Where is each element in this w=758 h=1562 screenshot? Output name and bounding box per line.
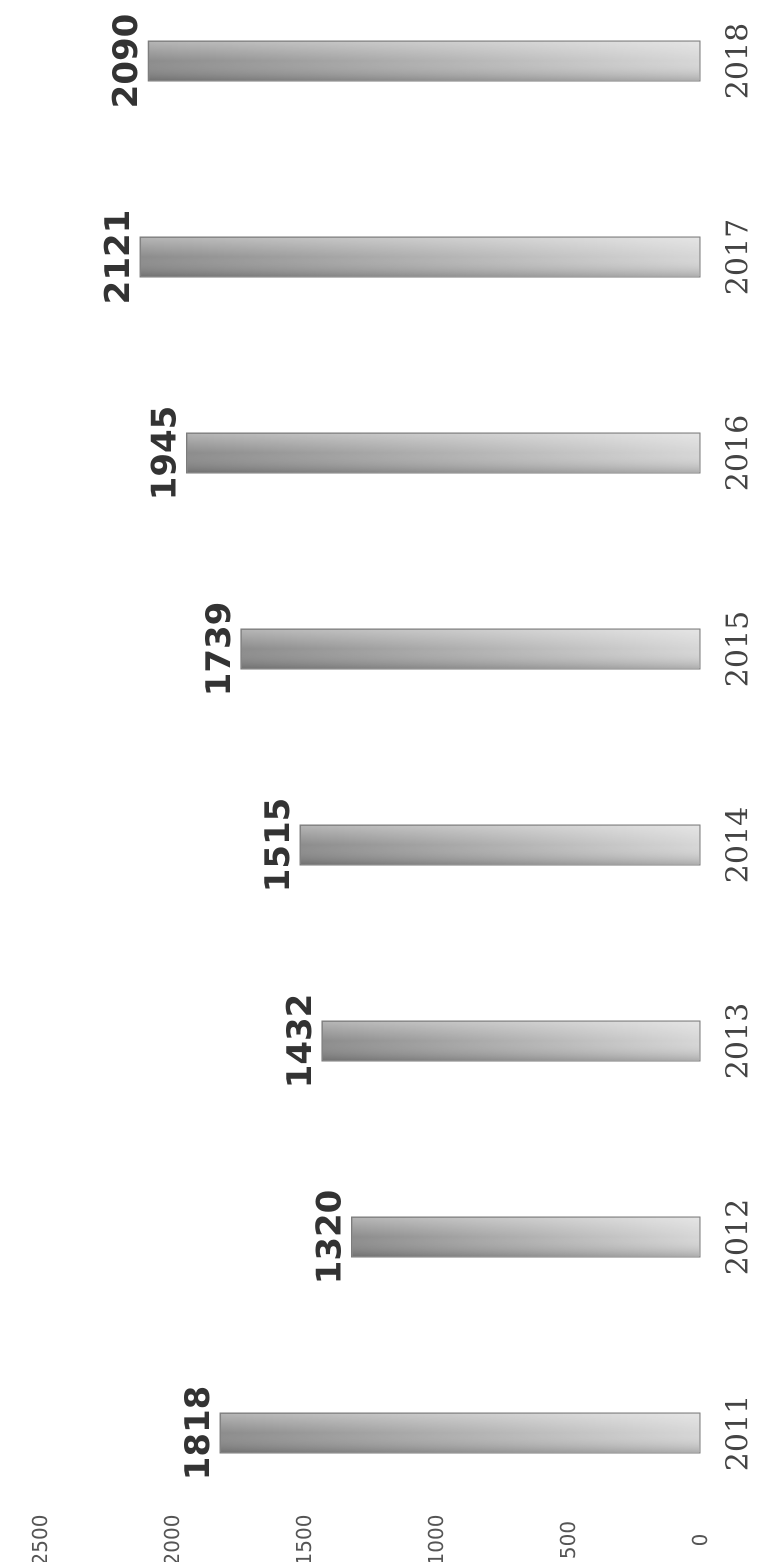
- value-tick-label: 2500: [28, 1515, 52, 1562]
- bar-shading: [187, 434, 699, 472]
- value-tick-label: 1500: [292, 1515, 316, 1562]
- bar-shading: [322, 1022, 699, 1060]
- data-label: 2090: [106, 14, 146, 109]
- category-labels: 2011 2012 2013 2014 2015 2016 2017 2018: [721, 23, 756, 1471]
- value-tick-label: 1000: [424, 1515, 448, 1562]
- bar-shading: [141, 238, 699, 276]
- value-tick-label: 2000: [160, 1515, 184, 1562]
- data-label: 1515: [258, 798, 298, 893]
- data-label: 1739: [199, 602, 239, 697]
- category-label: 2011: [721, 1395, 756, 1471]
- value-axis-ticks: 0 500 1000 1500 2000 2500: [28, 1515, 712, 1562]
- bars: [139, 40, 701, 1454]
- category-label: 2012: [721, 1199, 756, 1275]
- bar-shading: [221, 1414, 699, 1452]
- value-tick-label: 500: [556, 1521, 580, 1559]
- data-label: 1320: [310, 1190, 350, 1285]
- bar-shading: [241, 630, 700, 668]
- category-label: 2018: [721, 23, 756, 99]
- category-label: 2013: [721, 1003, 756, 1079]
- data-label: 2121: [98, 210, 138, 305]
- data-label: 1432: [280, 994, 320, 1089]
- data-label: 1945: [145, 406, 185, 501]
- bar-shading: [149, 42, 700, 80]
- category-label: 2017: [721, 219, 756, 295]
- category-label: 2014: [721, 807, 756, 883]
- category-label: 2015: [721, 611, 756, 687]
- category-label: 2016: [721, 415, 756, 491]
- value-tick-label: 0: [688, 1534, 712, 1547]
- bar-shading: [352, 1218, 699, 1256]
- data-labels: 1818 1320 1432 1515 1739 1945 2121 2090: [98, 14, 349, 1481]
- bar-shading: [301, 826, 699, 864]
- data-label: 1818: [178, 1386, 218, 1481]
